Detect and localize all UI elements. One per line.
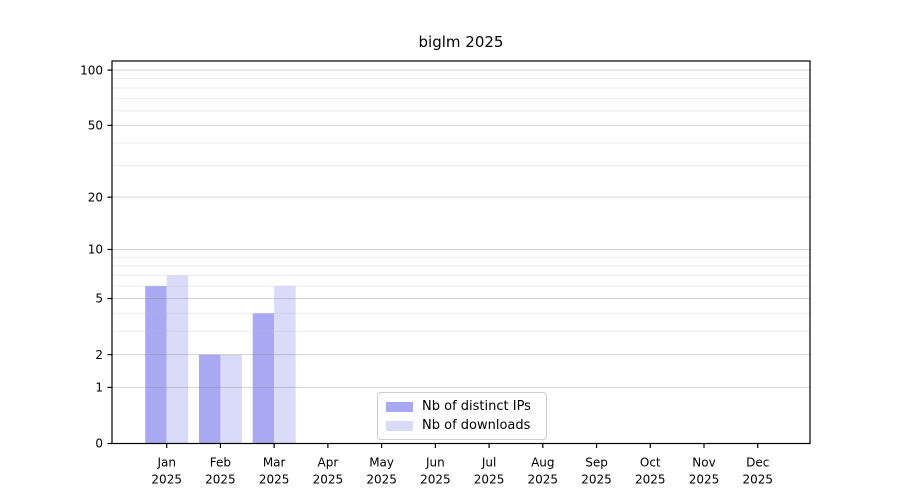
legend-label-downloads: Nb of downloads [422, 418, 531, 433]
y-tick-label: 20 [88, 190, 103, 204]
y-tick-label: 0 [95, 437, 103, 451]
bar-distinct-ips-mar [252, 313, 275, 444]
x-tick-label-year: 2025 [205, 473, 236, 487]
bar-distinct-ips-feb [198, 354, 221, 444]
x-tick-label-month: Jun [425, 456, 445, 470]
plot-border [111, 60, 811, 445]
legend-swatch-distinct-ips-icon [386, 401, 413, 412]
bar-downloads-feb [220, 354, 242, 444]
x-tick-label-month: Sep [585, 456, 608, 470]
y-tick-label: 10 [88, 243, 103, 257]
x-tick-label-month: Nov [692, 456, 715, 470]
y-tick-label: 5 [95, 292, 103, 306]
x-tick-label-month: Dec [746, 456, 769, 470]
y-tick-label: 50 [88, 119, 103, 133]
x-tick-label-year: 2025 [313, 473, 344, 487]
y-tick-label: 2 [95, 348, 103, 362]
bar-distinct-ips-jan [145, 286, 167, 444]
x-tick-label-month: Mar [263, 456, 286, 470]
x-tick-label-month: Jan [156, 456, 176, 470]
bar-downloads-jan [166, 275, 189, 444]
x-tick-label-year: 2025 [742, 473, 773, 487]
x-tick-label-month: Oct [640, 456, 661, 470]
x-tick-label-year: 2025 [474, 473, 505, 487]
x-tick-label-year: 2025 [259, 473, 290, 487]
bar-downloads-mar [274, 286, 296, 444]
x-tick-label-month: Jul [481, 456, 496, 470]
legend-label-distinct-ips: Nb of distinct IPs [422, 399, 531, 414]
chart-title: biglm 2025 [418, 33, 504, 51]
x-tick-label-year: 2025 [635, 473, 666, 487]
y-tick-label: 1 [95, 381, 103, 395]
x-tick-label-month: May [369, 456, 394, 470]
x-tick-label-month: Aug [531, 456, 554, 470]
y-tick-label: 100 [80, 63, 103, 77]
x-tick-label-year: 2025 [420, 473, 451, 487]
legend-item-distinct-ips: Nb of distinct IPs [386, 399, 536, 414]
x-tick-label-year: 2025 [689, 473, 720, 487]
legend-item-downloads: Nb of downloads [386, 418, 536, 433]
x-tick-label-month: Apr [318, 456, 339, 470]
x-tick-label-month: Feb [210, 456, 231, 470]
legend-swatch-downloads-icon [386, 420, 413, 431]
x-tick-label-year: 2025 [151, 473, 182, 487]
x-tick-label-year: 2025 [366, 473, 397, 487]
x-tick-label-year: 2025 [528, 473, 559, 487]
legend: Nb of distinct IPs Nb of downloads [377, 392, 547, 440]
x-tick-label-year: 2025 [581, 473, 612, 487]
